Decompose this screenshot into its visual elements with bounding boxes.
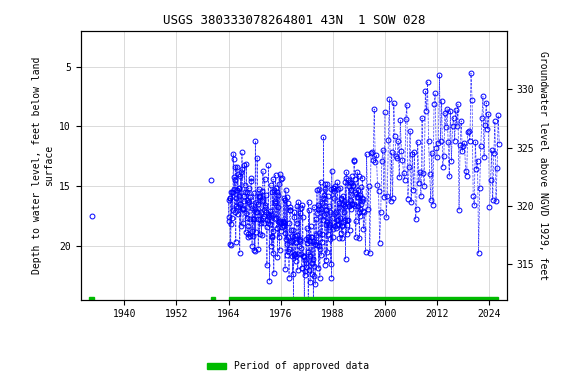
Title: USGS 380333078264801 43N  1 SOW 028: USGS 380333078264801 43N 1 SOW 028 bbox=[162, 14, 425, 27]
Y-axis label: Depth to water level, feet below land
surface: Depth to water level, feet below land su… bbox=[32, 56, 54, 274]
Y-axis label: Groundwater level above NGVD 1929, feet: Groundwater level above NGVD 1929, feet bbox=[538, 51, 548, 280]
Legend: Period of approved data: Period of approved data bbox=[203, 358, 373, 375]
Bar bbox=[211, 297, 215, 302]
Bar bbox=[89, 297, 94, 302]
Bar bbox=[229, 297, 498, 302]
